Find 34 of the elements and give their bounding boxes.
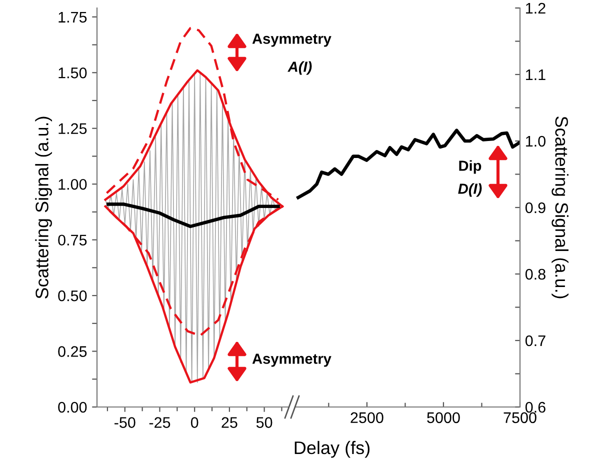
x-tick-label: 5000 (427, 412, 460, 424)
x-tick-label: -25 (149, 417, 170, 428)
y-tick-label: 0.00 (58, 402, 87, 413)
y2-tick-label: 1.2 (526, 2, 546, 14)
x-tick-label: 0 (190, 417, 198, 428)
annotation: A(I) (288, 61, 312, 75)
y2-tick-label: 0.9 (525, 202, 546, 214)
line-series (106, 202, 280, 228)
annotation: Asymmetry (252, 354, 332, 367)
x-tick-label: 2500 (350, 412, 384, 424)
y-tick-label: 1.75 (58, 12, 87, 23)
y-axis-title: Scattering Signal (a.u.) (35, 116, 52, 299)
line-series (108, 208, 280, 337)
y2-tick-label: 1.1 (526, 70, 546, 80)
y2-tick-label: 1.0 (526, 136, 546, 147)
y2-tick-label: 0.6 (525, 402, 546, 413)
x-tick-label: -50 (114, 417, 136, 428)
annotation: D(I) (458, 183, 482, 197)
annotation: Asymmetry (252, 34, 332, 47)
x-tick-label: 25 (222, 417, 238, 428)
y-tick-label: 0.25 (58, 346, 87, 357)
y-tick-label: 0.75 (58, 234, 87, 246)
y-tick-label: 1.50 (58, 68, 87, 78)
x-tick-label: 50 (256, 417, 272, 428)
y2-tick-label: 0.7 (525, 335, 546, 346)
x-axis-title: Delay (fs) (294, 440, 370, 458)
y-tick-label: 1.25 (58, 123, 87, 134)
y2-tick-label: 0.8 (525, 268, 546, 280)
y-tick-label: 1.00 (58, 178, 87, 190)
y2-axis-title: Scattering Signal (a.u.) (552, 116, 568, 298)
x-tick-label: 7500 (504, 412, 536, 424)
annotation: Dip (459, 160, 482, 174)
line-series (296, 128, 520, 200)
y-tick-label: 0.50 (58, 290, 87, 302)
